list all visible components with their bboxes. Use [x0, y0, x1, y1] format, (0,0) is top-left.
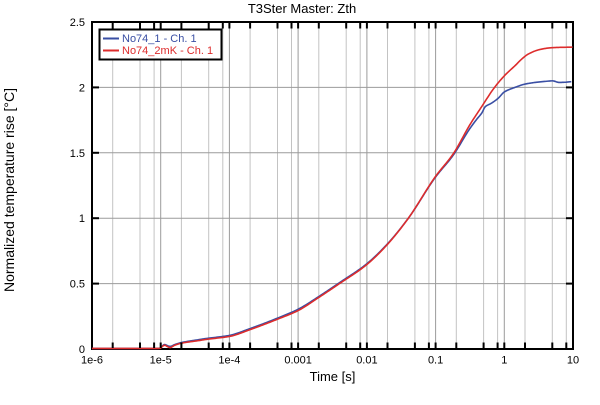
svg-text:1: 1: [79, 213, 85, 225]
svg-text:Time [s]: Time [s]: [310, 369, 356, 384]
svg-text:0.5: 0.5: [70, 279, 85, 291]
svg-text:0.001: 0.001: [284, 355, 312, 367]
svg-text:1e-6: 1e-6: [81, 355, 103, 367]
svg-text:1e-4: 1e-4: [218, 355, 240, 367]
svg-text:10: 10: [567, 355, 579, 367]
svg-text:No74_1 - Ch. 1: No74_1 - Ch. 1: [122, 33, 197, 45]
svg-text:2.5: 2.5: [70, 17, 85, 29]
svg-text:0.01: 0.01: [356, 355, 377, 367]
svg-text:1e-5: 1e-5: [150, 355, 172, 367]
svg-text:Normalized temperature rise [°: Normalized temperature rise [°C]: [1, 88, 17, 292]
svg-text:T3Ster Master: Zth: T3Ster Master: Zth: [248, 1, 356, 16]
svg-text:1: 1: [501, 355, 507, 367]
svg-text:No74_2mK - Ch. 1: No74_2mK - Ch. 1: [122, 45, 213, 57]
svg-text:0.1: 0.1: [428, 355, 443, 367]
svg-text:0: 0: [79, 344, 85, 356]
svg-text:1.5: 1.5: [70, 148, 85, 160]
svg-text:2: 2: [79, 82, 85, 94]
